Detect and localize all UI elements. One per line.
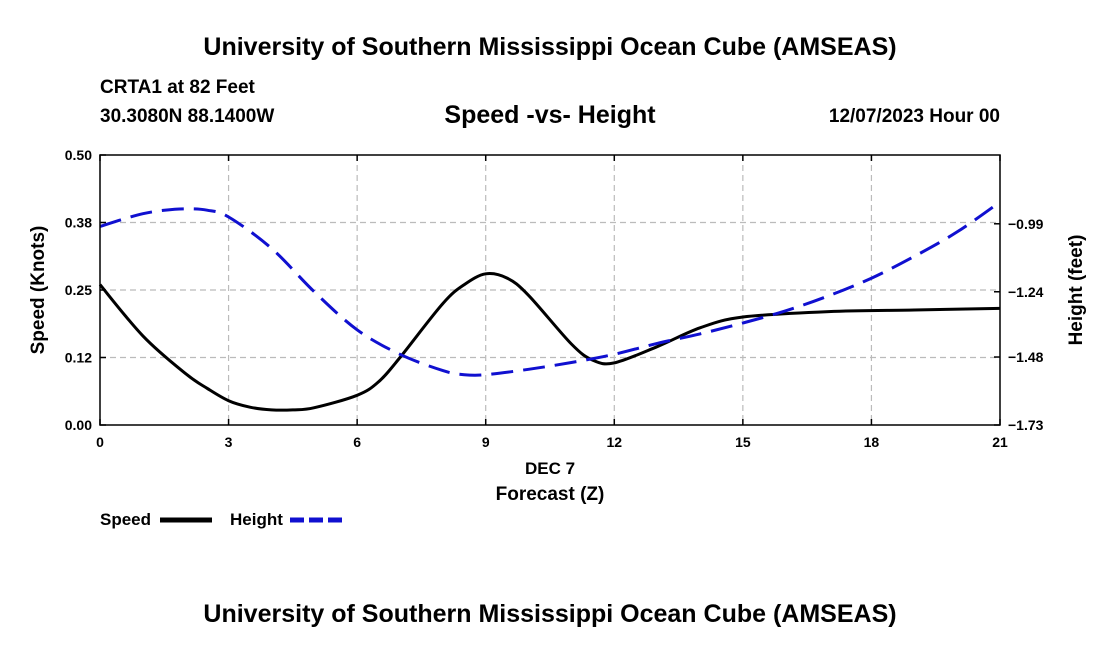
chart-title: Speed -vs- Height xyxy=(444,101,656,129)
x-tick-label: 9 xyxy=(482,434,490,450)
y2-tick-label: −0.99 xyxy=(1008,216,1044,232)
x-axis-label: Forecast (Z) xyxy=(496,484,605,505)
series-line-height xyxy=(99,200,1001,377)
x-tick-label: 18 xyxy=(864,434,880,450)
x-axis-date-label: DEC 7 xyxy=(525,459,575,478)
y2-tick-label: −1.73 xyxy=(1008,417,1044,433)
page-title: University of Southern Mississippi Ocean… xyxy=(203,33,897,61)
x-tick-label: 3 xyxy=(225,434,233,450)
x-tick-label: 0 xyxy=(96,434,104,450)
x-tick-label: 12 xyxy=(606,434,622,450)
forecast-date: 12/07/2023 Hour 00 xyxy=(828,106,1000,127)
x-tick-label: 21 xyxy=(992,434,1008,450)
y2-axis-label: Height (feet) xyxy=(1066,235,1087,346)
series-line-speed xyxy=(98,272,1001,412)
legend-height-label: Height xyxy=(230,510,283,529)
y2-tick-label: −1.48 xyxy=(1008,349,1044,365)
y-tick-label: 0.00 xyxy=(65,417,92,433)
speed-height-chart: 0 3 6 9 12 15 18 21 0.00 0.12 0.25 0.38 0.50 −1.73 −1.… xyxy=(28,147,1087,529)
y-tick-label: 0.38 xyxy=(65,215,92,231)
x-tick-label: 6 xyxy=(353,434,361,450)
y-tick-label: 0.12 xyxy=(65,350,92,366)
footer-title: University of Southern Mississippi Ocean… xyxy=(203,600,897,628)
y-tick-label: 0.50 xyxy=(65,147,92,163)
x-tick-label: 15 xyxy=(735,434,751,450)
station-coordinates: 30.3080N 88.1400W xyxy=(100,106,275,127)
y-axis-label: Speed (Knots) xyxy=(28,226,49,355)
station-label: CRTA1 at 82 Feet xyxy=(100,77,255,98)
y2-tick-label: −1.24 xyxy=(1008,284,1044,300)
legend: Speed Height xyxy=(100,510,342,529)
grid-lines xyxy=(100,155,1000,425)
legend-speed-label: Speed xyxy=(100,510,151,529)
y-tick-label: 0.25 xyxy=(65,282,92,298)
